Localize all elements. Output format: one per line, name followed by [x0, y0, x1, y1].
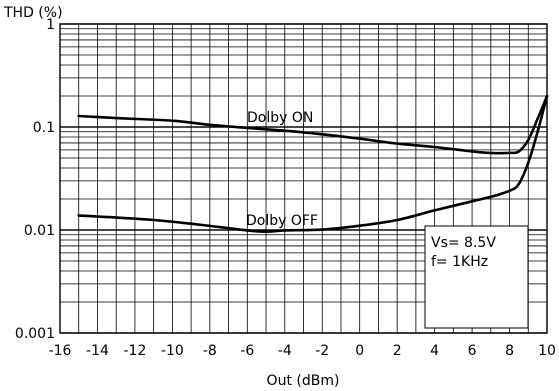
series-line-dolby-on — [77, 94, 549, 155]
x-tick-label: -4 — [278, 343, 292, 359]
x-tick-label: -16 — [49, 343, 72, 359]
x-tick-label: -8 — [203, 343, 217, 359]
x-tick-label: 8 — [505, 343, 514, 359]
x-axis-title: Out (dBm) — [267, 373, 340, 389]
x-tick-label: -12 — [123, 343, 146, 359]
x-tick-label: 2 — [393, 343, 402, 359]
conditions-frequency: f= 1KHz — [431, 254, 488, 270]
plot-frame — [59, 23, 548, 334]
x-tick-label: 6 — [468, 343, 477, 359]
y-tick-label: 0.01 — [24, 223, 55, 239]
series-line-dolby-off — [77, 94, 549, 234]
x-tick-label: 0 — [355, 343, 364, 359]
x-tick-label: 4 — [430, 343, 439, 359]
series-layer — [77, 94, 549, 234]
y-axis-title: THD (%) — [3, 5, 63, 21]
y-tick-label: 0.1 — [33, 120, 55, 136]
conditions-box: Vs= 8.5V f= 1KHz — [424, 225, 529, 329]
x-tick-labels: -16 -14 -12 -10 -8 -6 -4 -2 0 2 4 6 8 10 — [49, 343, 556, 359]
series-label-dolby-on: Dolby ON — [247, 110, 313, 126]
x-tick-label: -6 — [240, 343, 254, 359]
x-tick-label: -2 — [315, 343, 329, 359]
x-tick-label: -14 — [86, 343, 109, 359]
y-tick-labels: 1 0.1 0.01 0.001 — [15, 17, 55, 342]
y-tick-label: 1 — [46, 17, 55, 33]
x-tick-label: 10 — [538, 343, 556, 359]
x-tick-label: -10 — [161, 343, 184, 359]
y-tick-label: 0.001 — [15, 326, 55, 342]
conditions-voltage: Vs= 8.5V — [431, 235, 496, 251]
series-label-dolby-off: Dolby OFF — [246, 213, 318, 229]
